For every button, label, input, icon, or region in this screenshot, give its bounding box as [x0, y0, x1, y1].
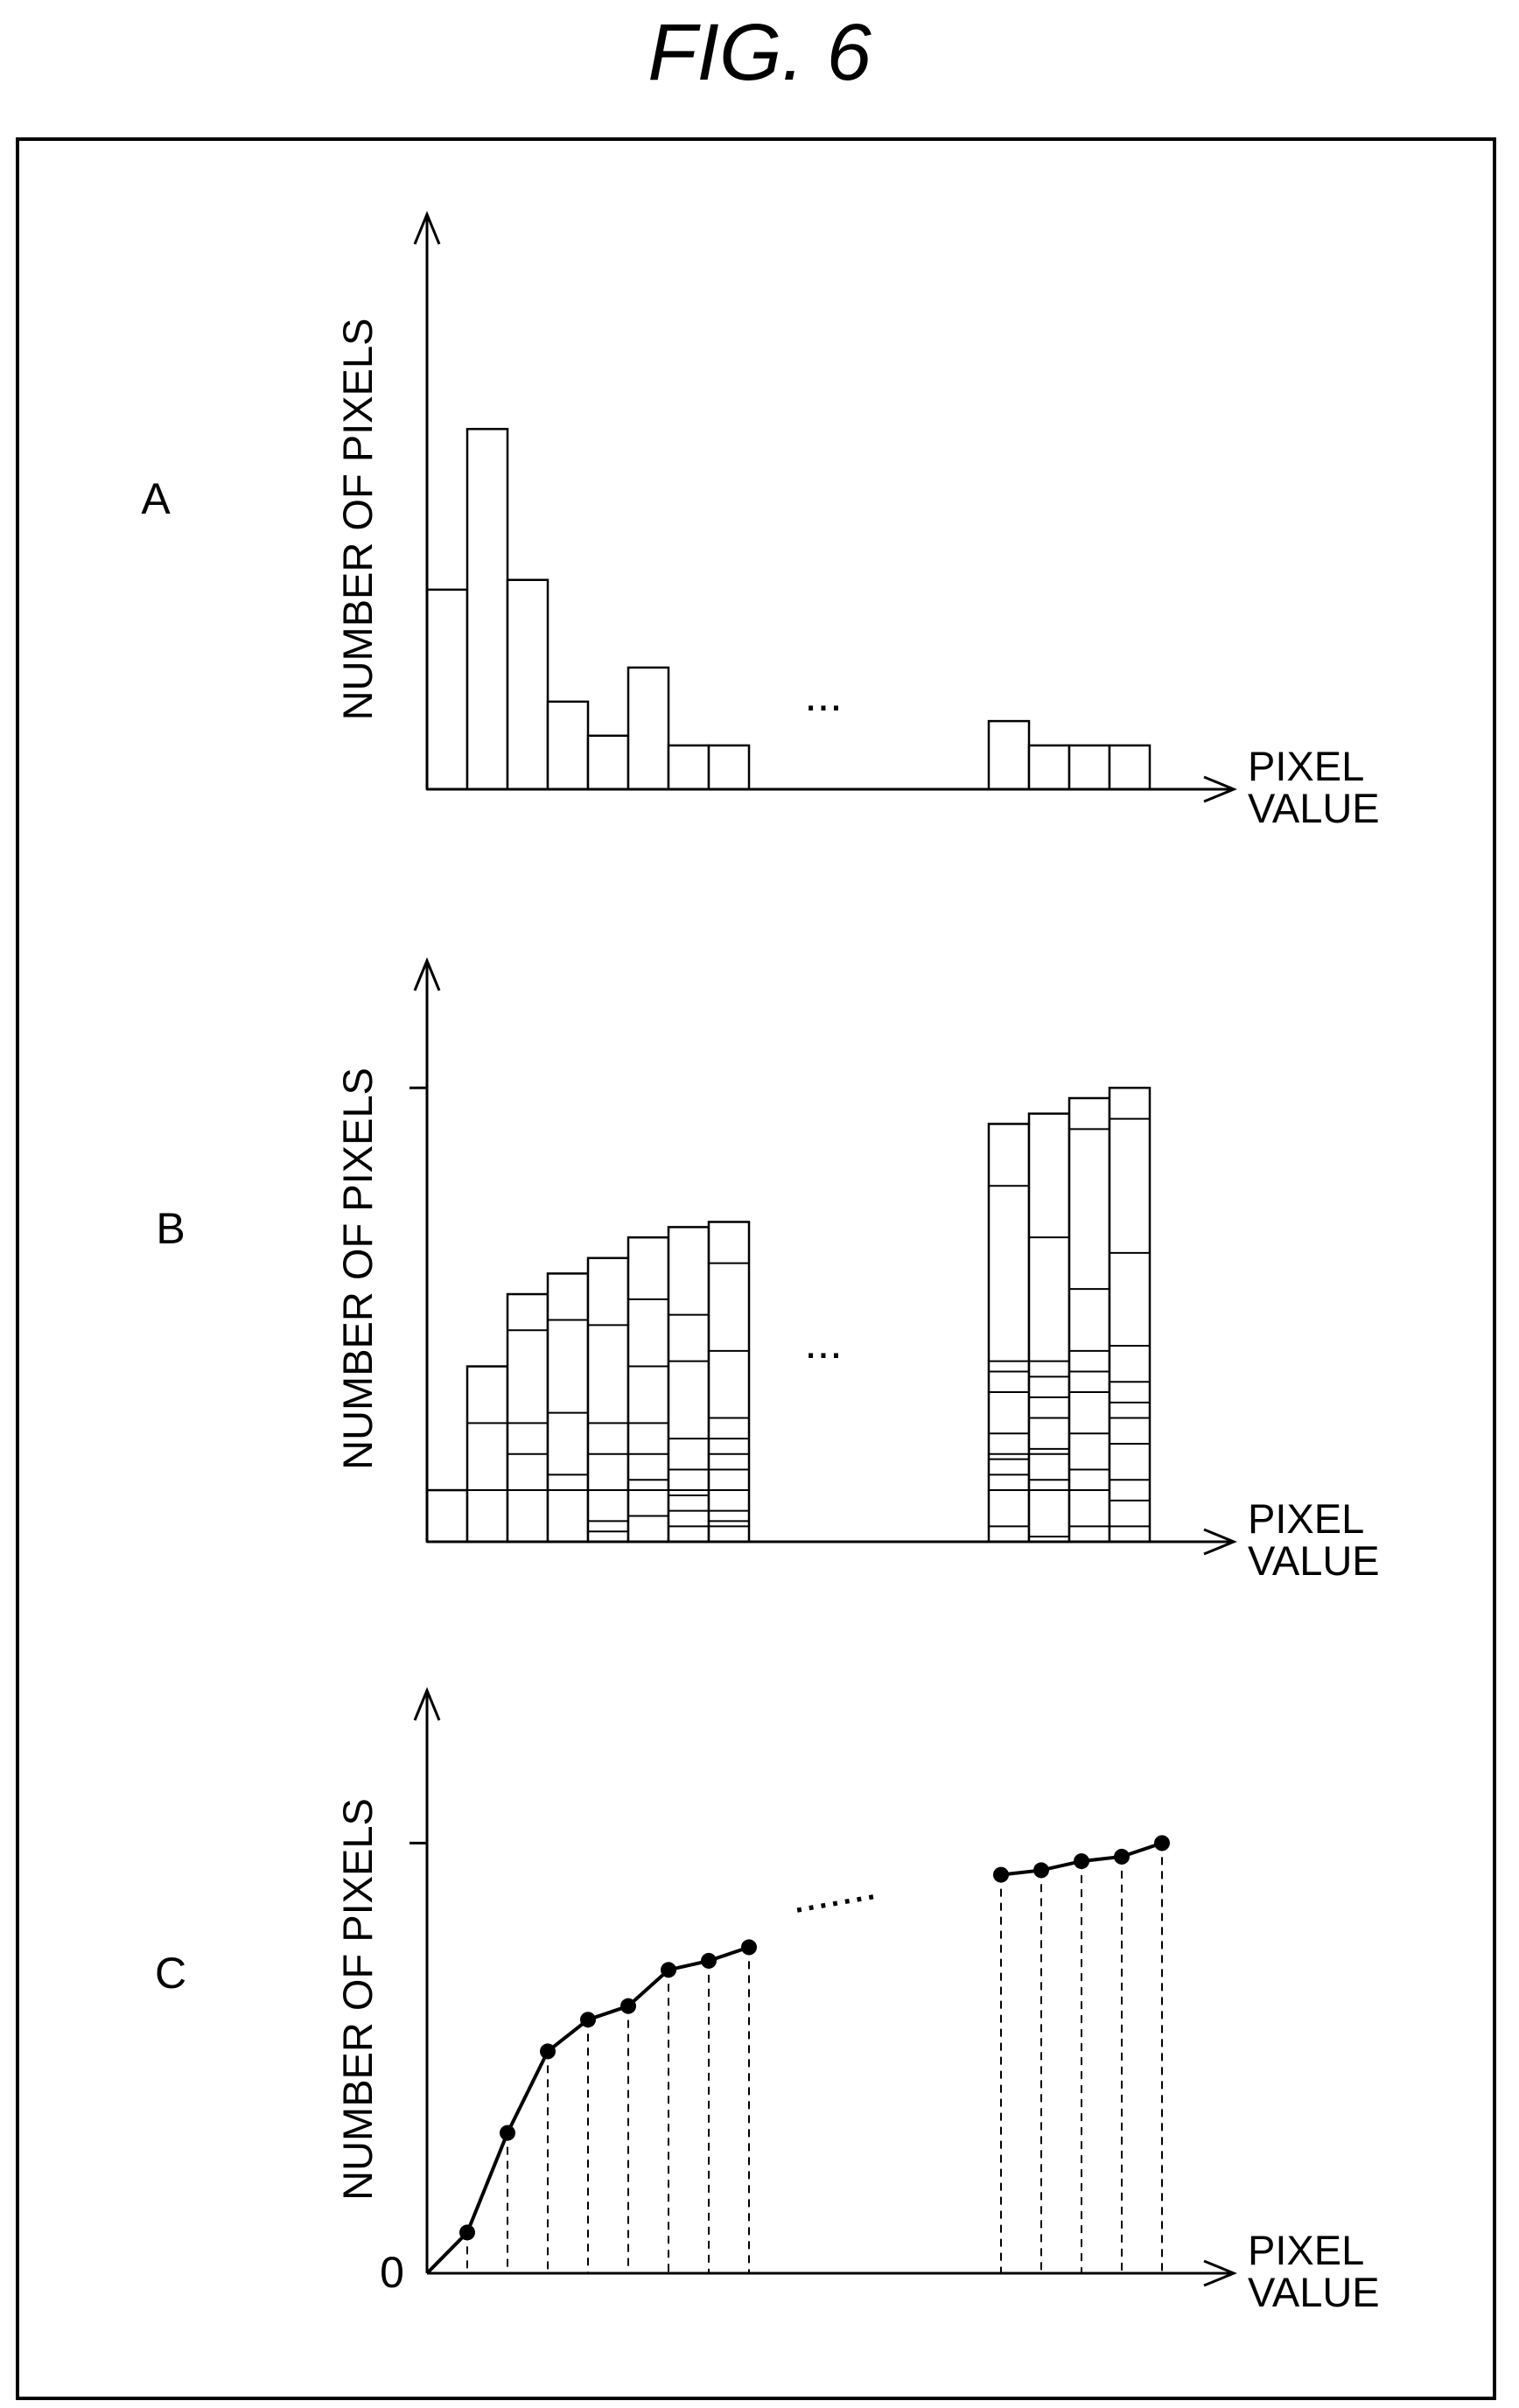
histogram-bar [1029, 746, 1069, 789]
x-axis-label-line-2: VALUE [1248, 1537, 1380, 1584]
panel-label: B [156, 1204, 185, 1253]
ellipsis: ... [804, 670, 842, 721]
histogram-bar [588, 736, 628, 789]
origin-label: 0 [380, 2248, 404, 2297]
stacked-bar [709, 1222, 749, 1542]
stacked-bar [1110, 1088, 1150, 1542]
y-axis-label: NUMBER OF PIXELS [334, 1068, 381, 1470]
stacked-bar [427, 1490, 467, 1542]
stacked-bar [1069, 1098, 1110, 1542]
data-point [500, 2125, 515, 2141]
data-point [1154, 1835, 1170, 1851]
data-point [580, 2012, 596, 2027]
histogram-bar [508, 580, 548, 789]
panel-b: NUMBER OF PIXELS PIXELVALUE B... [156, 961, 1379, 1584]
histogram-bar [427, 590, 467, 789]
data-point [459, 2224, 475, 2240]
histogram-bar [709, 746, 749, 789]
ellipsis: ... [804, 1318, 842, 1368]
y-axis-label: NUMBER OF PIXELS [334, 318, 381, 721]
data-point [993, 1867, 1009, 1883]
data-point [540, 2043, 556, 2059]
histogram-bar [548, 702, 588, 789]
histogram-bar [628, 668, 668, 789]
x-axis-label-line-1: PIXEL [1248, 2227, 1364, 2273]
stacked-bar [508, 1294, 548, 1542]
x-axis-label-line-1: PIXEL [1248, 743, 1364, 789]
data-point [1074, 1853, 1089, 1869]
panel-label: C [155, 1949, 186, 1998]
data-point [661, 1962, 676, 1978]
histogram-bar [989, 721, 1029, 789]
panel-label: A [141, 474, 171, 523]
stacked-bar [1029, 1114, 1069, 1542]
data-point [620, 1998, 636, 2014]
y-axis-label: NUMBER OF PIXELS [334, 1798, 381, 2201]
x-axis-label-line-2: VALUE [1248, 2269, 1380, 2315]
stacked-bar [548, 1273, 588, 1542]
histogram-bar [1110, 746, 1150, 789]
stacked-bar [588, 1258, 628, 1542]
data-point [1114, 1849, 1130, 1865]
ellipsis: ....... [787, 1859, 878, 1922]
stacked-bar [628, 1237, 668, 1542]
stacked-bar [467, 1367, 508, 1542]
histogram-bar [1069, 746, 1110, 789]
panel-c: NUMBER OF PIXELS PIXELVALUE C 0....... [155, 1690, 1380, 2315]
data-point [701, 1953, 717, 1969]
data-point [741, 1939, 757, 1955]
panel-a: NUMBER OF PIXELS PIXELVALUE A... [141, 214, 1379, 831]
histogram-bar [668, 746, 709, 789]
x-axis-label-line-1: PIXEL [1248, 1495, 1364, 1542]
data-point [1033, 1862, 1049, 1878]
x-axis-label-line-2: VALUE [1248, 785, 1380, 831]
histogram-bar [467, 429, 508, 789]
